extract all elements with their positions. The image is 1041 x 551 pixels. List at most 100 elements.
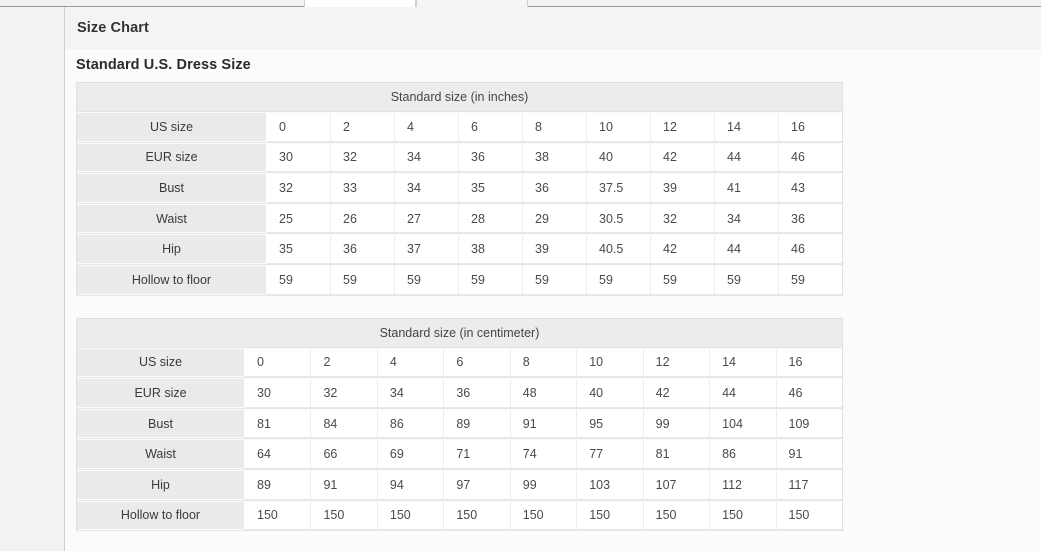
table-cell: 91 xyxy=(510,409,578,439)
table-cell: 42 xyxy=(651,235,715,264)
table-cell: 4 xyxy=(377,348,445,378)
table-cell: 35 xyxy=(459,174,523,203)
row-label: Bust xyxy=(77,174,267,202)
table-cell: 2 xyxy=(311,348,378,378)
table-cell: 150 xyxy=(776,501,842,531)
row-cells: 35 36 37 38 39 40.5 42 44 46 xyxy=(267,234,842,264)
table-cell: 66 xyxy=(311,440,378,469)
table-cell: 40 xyxy=(587,143,651,173)
row-label: Hollow to floor xyxy=(77,501,245,530)
size-table-centimeter-body: US size 0 2 4 6 8 10 12 14 16 EUR size 30 32 34 36 48 40… xyxy=(77,347,842,532)
table-cell: 71 xyxy=(444,440,511,469)
table-cell: 39 xyxy=(523,235,587,264)
table-cell: 37.5 xyxy=(587,174,651,203)
table-cell: 117 xyxy=(776,470,842,500)
table-row: Bust 81 84 86 89 91 95 99 104 109 xyxy=(77,408,842,440)
table-row: Hip 89 91 94 97 99 103 107 112 117 xyxy=(77,469,842,501)
table-cell: 35 xyxy=(267,235,331,264)
row-label: US size xyxy=(77,348,245,377)
table-cell: 36 xyxy=(523,174,587,203)
table-cell: 6 xyxy=(459,113,523,142)
table-cell: 34 xyxy=(715,204,779,234)
row-cells: 25 26 27 28 29 30.5 32 34 36 xyxy=(267,204,842,234)
table-cell: 2 xyxy=(331,113,395,142)
table-cell: 59 xyxy=(395,265,459,295)
table-cell: 32 xyxy=(267,174,331,203)
size-table-inches-body: US size 0 2 4 6 8 10 12 14 16 EUR size 30 32 34 36 38 40… xyxy=(77,112,842,296)
table-cell: 8 xyxy=(523,113,587,142)
table-cell: 32 xyxy=(331,143,395,173)
table-cell: 44 xyxy=(715,143,779,173)
table-cell: 12 xyxy=(651,113,715,142)
table-cell: 46 xyxy=(779,143,842,173)
table-cell: 94 xyxy=(377,470,445,500)
size-table-inches-header: Standard size (in inches) xyxy=(77,83,842,112)
row-cells: 150 150 150 150 150 150 150 150 150 xyxy=(245,501,842,531)
table-cell: 38 xyxy=(523,143,587,173)
table-cell: 46 xyxy=(779,235,842,264)
table-row: EUR size 30 32 34 36 48 40 42 44 46 xyxy=(77,378,842,409)
table-spacer xyxy=(76,296,1041,318)
table-cell: 150 xyxy=(245,501,312,531)
page-title: Size Chart xyxy=(77,20,149,36)
table-cell: 30 xyxy=(267,143,331,173)
table-cell: 0 xyxy=(267,113,331,142)
table-row: US size 0 2 4 6 8 10 12 14 16 xyxy=(77,112,842,143)
table-cell: 97 xyxy=(444,470,511,500)
table-row: Waist 64 66 69 71 74 77 81 86 91 xyxy=(77,439,842,470)
table-cell: 39 xyxy=(651,174,715,203)
table-cell: 40 xyxy=(577,379,644,408)
table-cell: 95 xyxy=(577,409,644,439)
page-canvas: Size Chart Standard U.S. Dress Size Stan… xyxy=(0,7,1041,551)
browser-tab-active[interactable] xyxy=(304,0,416,7)
row-label: EUR size xyxy=(77,143,267,172)
table-cell: 81 xyxy=(245,409,312,439)
table-cell: 36 xyxy=(459,143,523,173)
row-cells: 30 32 34 36 48 40 42 44 46 xyxy=(245,378,842,408)
table-cell: 42 xyxy=(651,143,715,173)
table-cell: 34 xyxy=(395,143,459,173)
table-cell: 150 xyxy=(577,501,644,531)
table-cell: 14 xyxy=(710,348,777,378)
row-label: EUR size xyxy=(77,379,245,407)
size-table-inches: Standard size (in inches) US size 0 2 4 6 8 10… xyxy=(76,82,843,296)
row-cells: 0 2 4 6 8 10 12 14 16 xyxy=(267,112,842,142)
table-cell: 59 xyxy=(523,265,587,295)
size-table-centimeter-header: Standard size (in centimeter) xyxy=(77,318,842,348)
table-cell: 150 xyxy=(643,501,711,531)
browser-tab-strip xyxy=(0,0,1041,7)
table-cell: 29 xyxy=(523,204,587,234)
table-cell: 43 xyxy=(779,174,842,203)
table-cell: 104 xyxy=(710,409,777,439)
table-cell: 41 xyxy=(715,174,779,203)
table-row: Hip 35 36 37 38 39 40.5 42 44 46 xyxy=(77,234,842,265)
table-cell: 89 xyxy=(444,409,511,439)
table-cell: 40.5 xyxy=(587,235,651,264)
content-panel: Size Chart Standard U.S. Dress Size Stan… xyxy=(64,7,1041,551)
table-cell: 99 xyxy=(643,409,711,439)
table-cell: 59 xyxy=(651,265,715,295)
table-cell: 59 xyxy=(331,265,395,295)
table-cell: 38 xyxy=(459,235,523,264)
table-cell: 59 xyxy=(779,265,842,295)
table-cell: 86 xyxy=(710,440,777,469)
row-label: Bust xyxy=(77,409,245,438)
table-cell: 30.5 xyxy=(587,204,651,234)
table-cell: 32 xyxy=(651,204,715,234)
table-cell: 16 xyxy=(776,348,842,378)
table-cell: 48 xyxy=(510,379,578,408)
row-cells: 64 66 69 71 74 77 81 86 91 xyxy=(245,439,842,469)
table-cell: 37 xyxy=(395,235,459,264)
table-cell: 12 xyxy=(643,348,711,378)
table-cell: 44 xyxy=(715,235,779,264)
table-row: Bust 32 33 34 35 36 37.5 39 41 43 xyxy=(77,173,842,204)
browser-tab-inactive[interactable] xyxy=(416,0,528,7)
table-cell: 112 xyxy=(710,470,777,500)
section-title: Standard U.S. Dress Size xyxy=(76,57,251,73)
table-cell: 32 xyxy=(311,379,378,408)
table-cell: 4 xyxy=(395,113,459,142)
table-cell: 36 xyxy=(779,204,842,234)
row-cells: 32 33 34 35 36 37.5 39 41 43 xyxy=(267,173,842,203)
row-cells: 0 2 4 6 8 10 12 14 16 xyxy=(245,348,842,378)
row-cells: 59 59 59 59 59 59 59 59 59 xyxy=(267,265,842,295)
